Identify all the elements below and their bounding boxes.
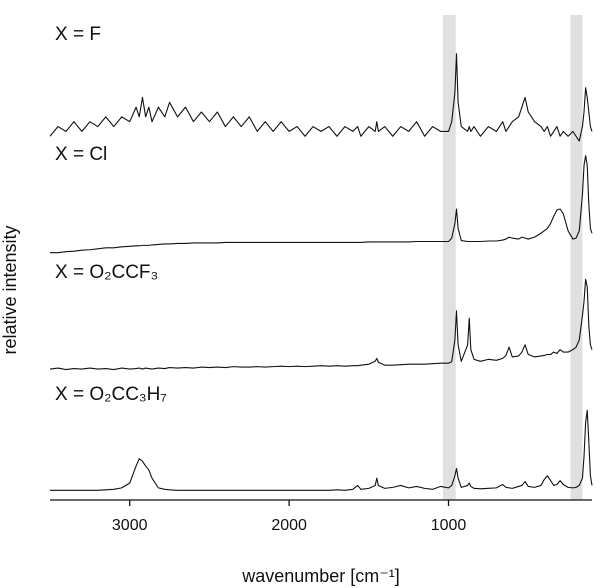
x-tick-label: 3000 <box>112 517 148 534</box>
x-tick-label: 2000 <box>271 517 307 534</box>
series-label: X = Cl <box>55 144 107 165</box>
x-tick-label: 1000 <box>431 517 467 534</box>
highlight-band <box>442 15 456 500</box>
spectrum-line <box>49 278 593 371</box>
spectrum-line <box>49 53 593 142</box>
x-axis-label: wavenumber [cm⁻¹] <box>241 566 400 586</box>
y-axis-label: relative intensity <box>0 225 20 354</box>
series-label: X = F <box>55 24 101 45</box>
spectrum-line <box>50 409 593 491</box>
highlight-band <box>570 15 583 500</box>
series-label: X = O₂CC₃H₇ <box>55 384 167 405</box>
series-label: X = O₂CCF₃ <box>55 262 158 283</box>
spectrum-line <box>50 155 593 254</box>
